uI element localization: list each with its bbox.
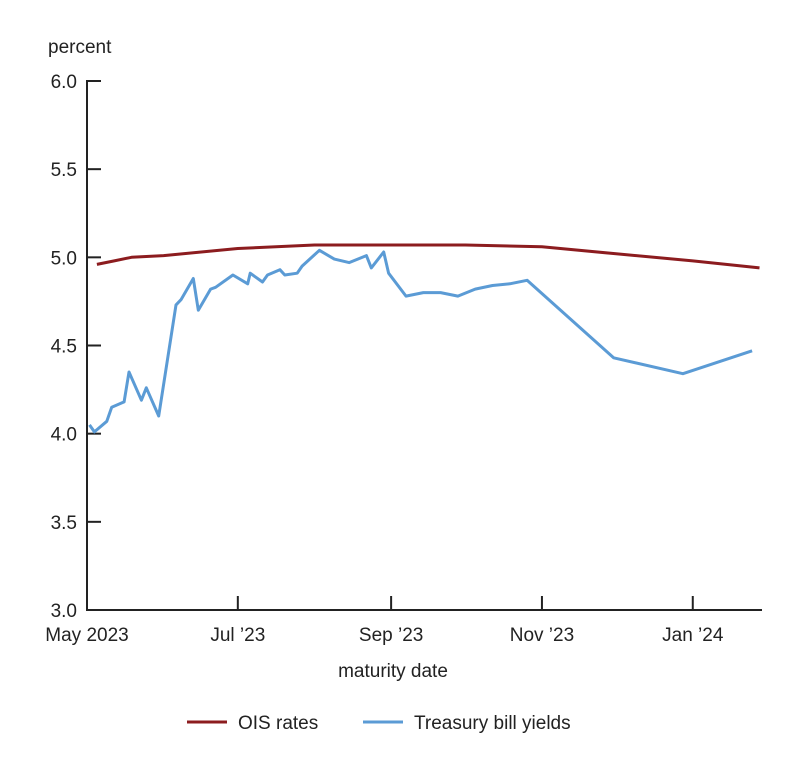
x-tick-label: Jan ’24 — [662, 625, 724, 646]
series-line-treasury-bill-yields — [88, 248, 753, 434]
y-tick-label: 3.0 — [51, 601, 77, 622]
x-tick-label: Jul ’23 — [210, 625, 265, 646]
y-tick-label: 5.0 — [51, 248, 77, 269]
y-tick-label: 4.5 — [51, 337, 77, 358]
x-tick-label: Nov ’23 — [510, 625, 574, 646]
x-tick-label: May 2023 — [45, 625, 128, 646]
y-axis-label: percent — [48, 37, 112, 58]
plot-area: 3.0 3.5 4.0 4.5 5.0 5.5 6.0 May 2023 Jul ’23 Sep … — [45, 72, 762, 646]
legend-label-tbill: Treasury bill yields — [414, 713, 571, 734]
legend: OIS rates Treasury bill yields — [187, 713, 571, 734]
y-tick-label: 3.5 — [51, 513, 77, 534]
y-tick-label: 6.0 — [51, 72, 77, 93]
x-tick-label: Sep ’23 — [359, 625, 423, 646]
x-axis-label: maturity date — [338, 661, 448, 682]
series-line-ois-rates — [96, 243, 760, 270]
y-tick-label: 5.5 — [51, 160, 77, 181]
y-tick-label: 4.0 — [51, 425, 77, 446]
legend-label-ois: OIS rates — [238, 713, 318, 734]
